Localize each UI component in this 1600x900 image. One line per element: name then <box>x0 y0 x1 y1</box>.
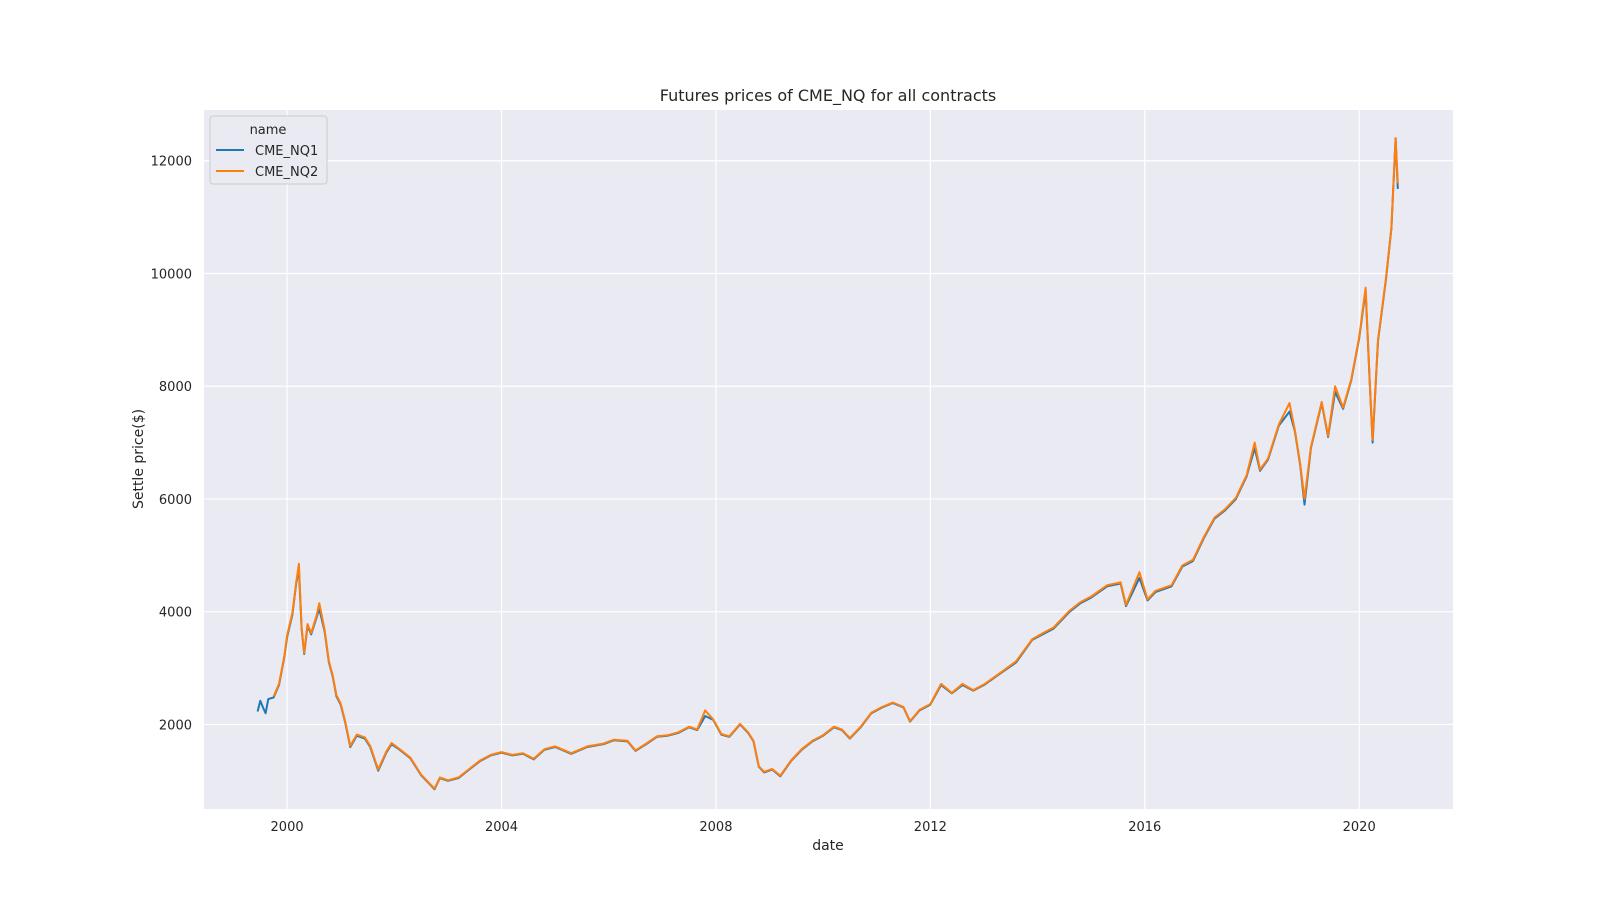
legend-box <box>209 115 328 185</box>
x-tick-label: 2016 <box>1128 820 1161 835</box>
y-tick-label: 10000 <box>151 267 192 282</box>
chart-title: Futures prices of CME_NQ for all contrac… <box>660 86 997 106</box>
grid <box>204 110 1453 809</box>
legend-title: name <box>250 123 287 138</box>
x-tick-label: 2020 <box>1343 820 1376 835</box>
y-tick-label: 6000 <box>159 493 192 508</box>
y-axis-label: Settle price($) <box>131 409 147 509</box>
legend-label-cme-nq1: CME_NQ1 <box>255 144 318 159</box>
x-tick-label: 2008 <box>699 820 732 835</box>
y-tick-label: 12000 <box>151 155 192 170</box>
legend-label-cme-nq2: CME_NQ2 <box>255 165 318 180</box>
series-line-cme-nq2 <box>272 137 1399 790</box>
y-tick-label: 2000 <box>159 718 192 733</box>
plot-background <box>204 110 1453 809</box>
x-tick-label: 2004 <box>485 820 518 835</box>
series-group <box>256 137 1399 791</box>
y-tick-label: 8000 <box>159 380 192 395</box>
legend: name CME_NQ1 CME_NQ2 <box>209 115 328 185</box>
y-axis-ticks: 2000 4000 6000 8000 10000 12000 <box>151 155 192 734</box>
y-tick-label: 4000 <box>159 606 192 621</box>
x-tick-label: 2000 <box>271 820 304 835</box>
x-axis-ticks: 2000 2004 2008 2012 2016 2020 <box>271 820 1376 835</box>
x-axis-label: date <box>812 838 844 854</box>
x-tick-label: 2012 <box>914 820 947 835</box>
